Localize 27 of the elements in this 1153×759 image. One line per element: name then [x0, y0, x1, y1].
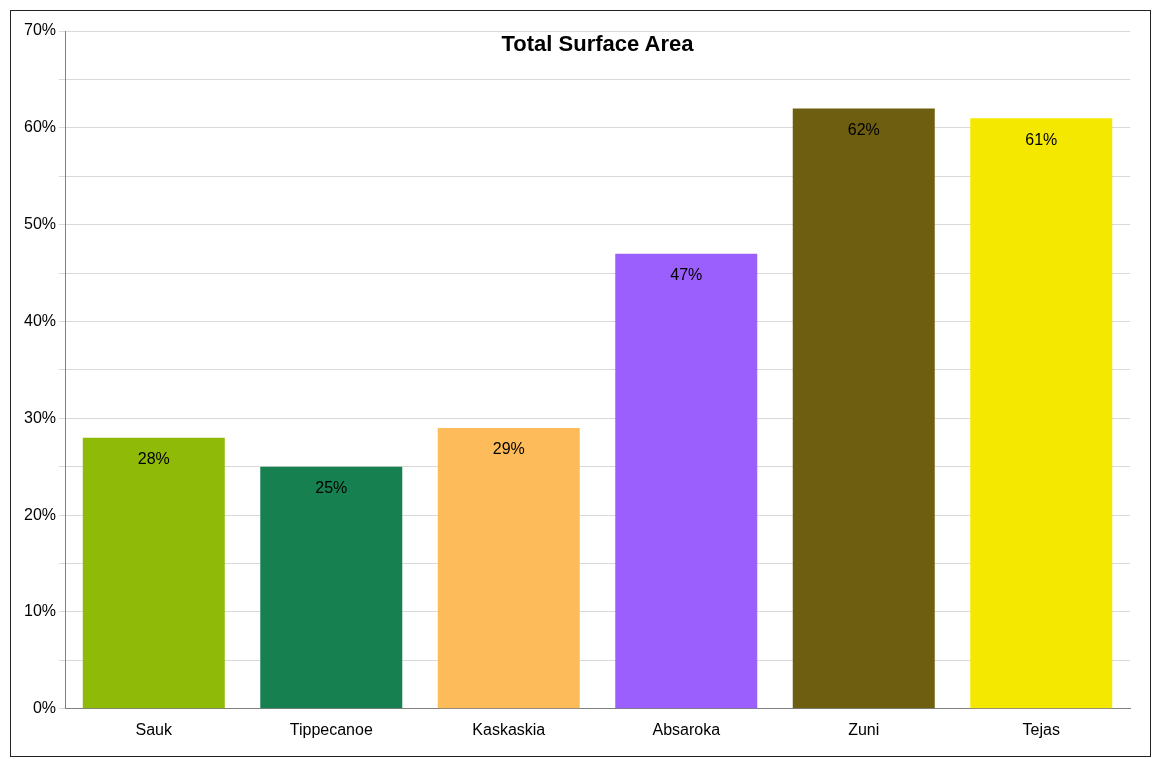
y-tick-label: 20%: [23, 505, 57, 523]
x-tick-label: Tippecanoe: [289, 720, 373, 738]
x-tick-label: Sauk: [135, 720, 174, 738]
bar: [970, 118, 1113, 709]
data-label: 47%: [670, 266, 703, 284]
y-tick-label: 50%: [23, 215, 57, 233]
data-label: 61%: [1025, 130, 1058, 148]
bar: [82, 437, 225, 709]
chart-title: Total Surface Area: [501, 31, 695, 57]
bar: [260, 466, 403, 709]
bar: [437, 428, 580, 709]
y-tick-label: 30%: [23, 408, 57, 426]
bar: [792, 108, 935, 709]
x-tick-label: Absaroka: [652, 720, 721, 738]
bar: [615, 253, 758, 709]
data-label: 25%: [315, 479, 348, 497]
x-tick-label: Kaskaskia: [472, 720, 546, 738]
y-tick-label: 60%: [23, 118, 57, 136]
x-tick-label: Tejas: [1022, 720, 1060, 738]
data-label: 29%: [492, 440, 525, 458]
y-tick-label: 0%: [32, 699, 57, 717]
y-tick-label: 40%: [23, 311, 57, 329]
y-tick-label: 70%: [23, 21, 57, 39]
y-tick-label: 10%: [23, 602, 57, 620]
data-label: 62%: [847, 120, 880, 138]
data-label: 28%: [137, 450, 170, 468]
x-tick-label: Zuni: [848, 720, 880, 738]
